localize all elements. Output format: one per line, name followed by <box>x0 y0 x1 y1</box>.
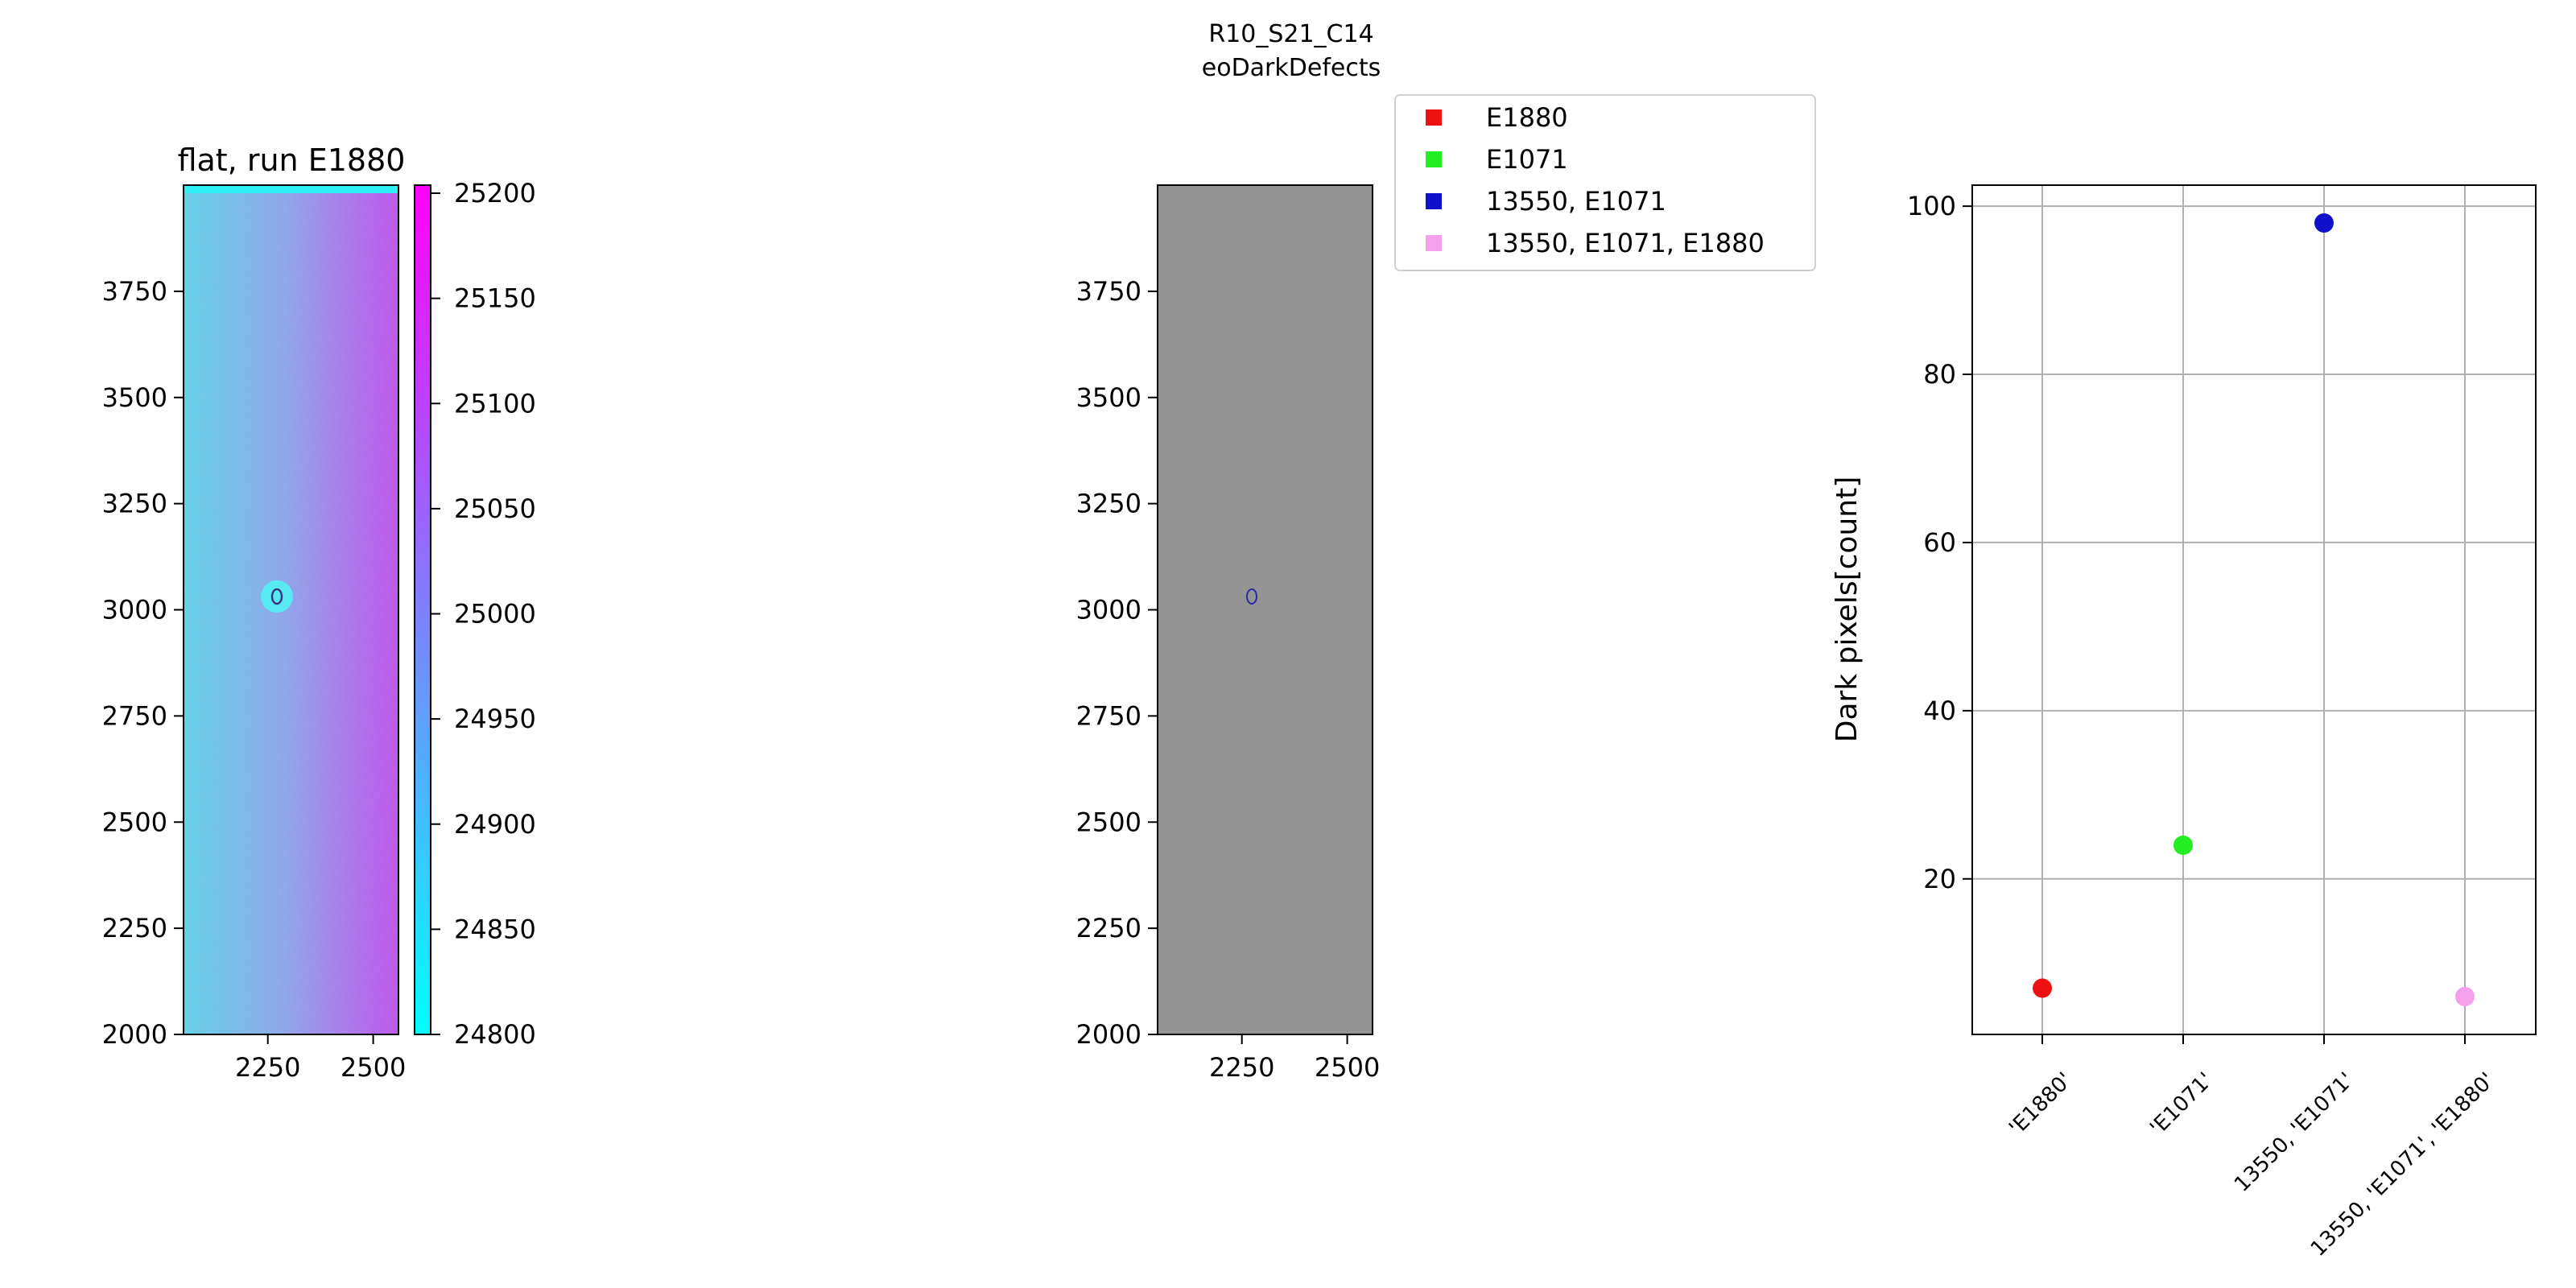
flat-y-tick-label: 3500 <box>102 382 167 413</box>
scatter-x-tick-label: 'E1880' <box>2004 1068 2077 1141</box>
legend-label: 13550, E1071 <box>1486 186 1666 217</box>
flat-y-tick-label: 3000 <box>102 595 167 625</box>
legend-marker <box>1426 151 1442 167</box>
legend-label: E1880 <box>1486 102 1568 133</box>
colorbar-tick-label: 25050 <box>454 493 536 524</box>
defects-y-tick-label: 2500 <box>1076 807 1141 837</box>
colorbar-tick-label: 25100 <box>454 388 536 419</box>
flat-y-tick-label: 3750 <box>102 276 167 307</box>
defects-y-tick-label: 2750 <box>1076 700 1141 731</box>
flat-y-tick-label: 2750 <box>102 700 167 731</box>
defects-x-tick-label: 2250 <box>1209 1052 1274 1083</box>
legend-marker <box>1426 109 1442 126</box>
defects-x-axis: 2250 2500 <box>1209 1034 1380 1083</box>
defects-ring <box>1246 588 1257 605</box>
flat-panel-title: flat, run E1880 <box>178 142 406 178</box>
scatter-y-tick-label: 60 <box>1923 527 1956 558</box>
defects-y-axis: 2000 2250 2500 2750 3000 3250 3500 3750 <box>1076 276 1158 1050</box>
colorbar-tick-label: 24950 <box>454 704 536 734</box>
scatter-y-tick-label: 100 <box>1907 191 1956 221</box>
scatter-x-tick-label: 'E1071' <box>2145 1068 2218 1141</box>
scatter-point <box>2033 978 2052 998</box>
defects-y-tick-label: 2000 <box>1076 1019 1141 1050</box>
scatter-grid <box>1972 185 2536 1034</box>
colorbar-tick-label: 24850 <box>454 914 536 944</box>
colorbar-tick-label: 25200 <box>454 178 536 208</box>
colorbar-tick-label: 24800 <box>454 1019 536 1050</box>
scatter-point <box>2455 986 2475 1006</box>
legend-marker <box>1426 235 1442 251</box>
scatter-point <box>2174 835 2193 855</box>
flat-y-axis: 2000 2250 2500 2750 3000 3250 3500 3750 <box>102 276 184 1050</box>
defects-x-tick-label: 2500 <box>1315 1052 1380 1083</box>
flat-x-tick-label: 2500 <box>341 1052 406 1083</box>
colorbar-axis: 24800 24850 24900 24950 25000 25050 25100 25150… <box>431 178 536 1050</box>
defects-y-tick-label: 3250 <box>1076 489 1141 519</box>
flat-image-noise <box>184 185 398 1034</box>
flat-y-tick-label: 3250 <box>102 489 167 519</box>
flat-y-tick-label: 2250 <box>102 913 167 943</box>
scatter-point <box>2314 213 2334 233</box>
flat-y-tick-label: 2000 <box>102 1019 167 1050</box>
scatter-x-tick-label: 13550, 'E1071' <box>2230 1068 2359 1197</box>
scatter-y-tick-label: 80 <box>1923 359 1956 390</box>
scatter-points <box>2033 213 2475 1006</box>
colorbar-tick-label: 25000 <box>454 599 536 630</box>
scatter-y-axis: 20 40 60 80 100 <box>1907 191 1972 894</box>
legend-marker <box>1426 193 1442 209</box>
defects-y-tick-label: 2250 <box>1076 913 1141 943</box>
defects-y-tick-label: 3750 <box>1076 276 1141 307</box>
legend-frame <box>1394 94 1816 271</box>
scatter-ylabel: Dark pixels[count] <box>1831 477 1864 743</box>
legend-items: E1880 E1071 13550, E1071 13550, E1071, E188… <box>1426 102 1765 258</box>
flat-dust-ring <box>270 588 283 605</box>
flat-image-top-strip <box>184 185 398 193</box>
figure-title-line2: eoDarkDefects <box>1202 54 1381 82</box>
legend-label: 13550, E1071, E1880 <box>1486 228 1765 258</box>
scatter-frame <box>1971 184 2537 1035</box>
defects-mask-image <box>1157 184 1373 1035</box>
scatter-y-tick-label: 40 <box>1923 696 1956 726</box>
legend: E1880 E1071 13550, E1071 13550, E1071, E188… <box>1394 94 1816 271</box>
legend-label: E1071 <box>1486 144 1568 175</box>
scatter-y-tick-label: 20 <box>1923 864 1956 894</box>
flat-x-axis: 2250 2500 <box>235 1034 406 1083</box>
flat-y-tick-label: 2500 <box>102 807 167 837</box>
scatter-panel: 20 40 60 80 100 'E1880' 'E1071' 13550, 'E1071'… <box>1831 184 2537 1261</box>
flat-panel: flat, run E1880 2000 2250 2500 2750 3000 3250… <box>102 142 536 1083</box>
scatter-x-axis: 'E1880' 'E1071' 13550, 'E1071'13550, 'E107… <box>2004 1034 2500 1261</box>
figure-title-line1: R10_S21_C14 <box>1208 20 1373 48</box>
flat-dust-ring-halo <box>261 580 293 613</box>
colorbar-tick-label: 25150 <box>454 283 536 314</box>
colorbar <box>414 184 431 1035</box>
defects-y-tick-label: 3000 <box>1076 595 1141 625</box>
flat-x-tick-label: 2250 <box>235 1052 300 1083</box>
defects-panel: 2000 2250 2500 2750 3000 3250 3500 3750 2250 250… <box>1076 94 1816 1083</box>
defects-y-tick-label: 3500 <box>1076 382 1141 413</box>
colorbar-tick-label: 24900 <box>454 809 536 840</box>
